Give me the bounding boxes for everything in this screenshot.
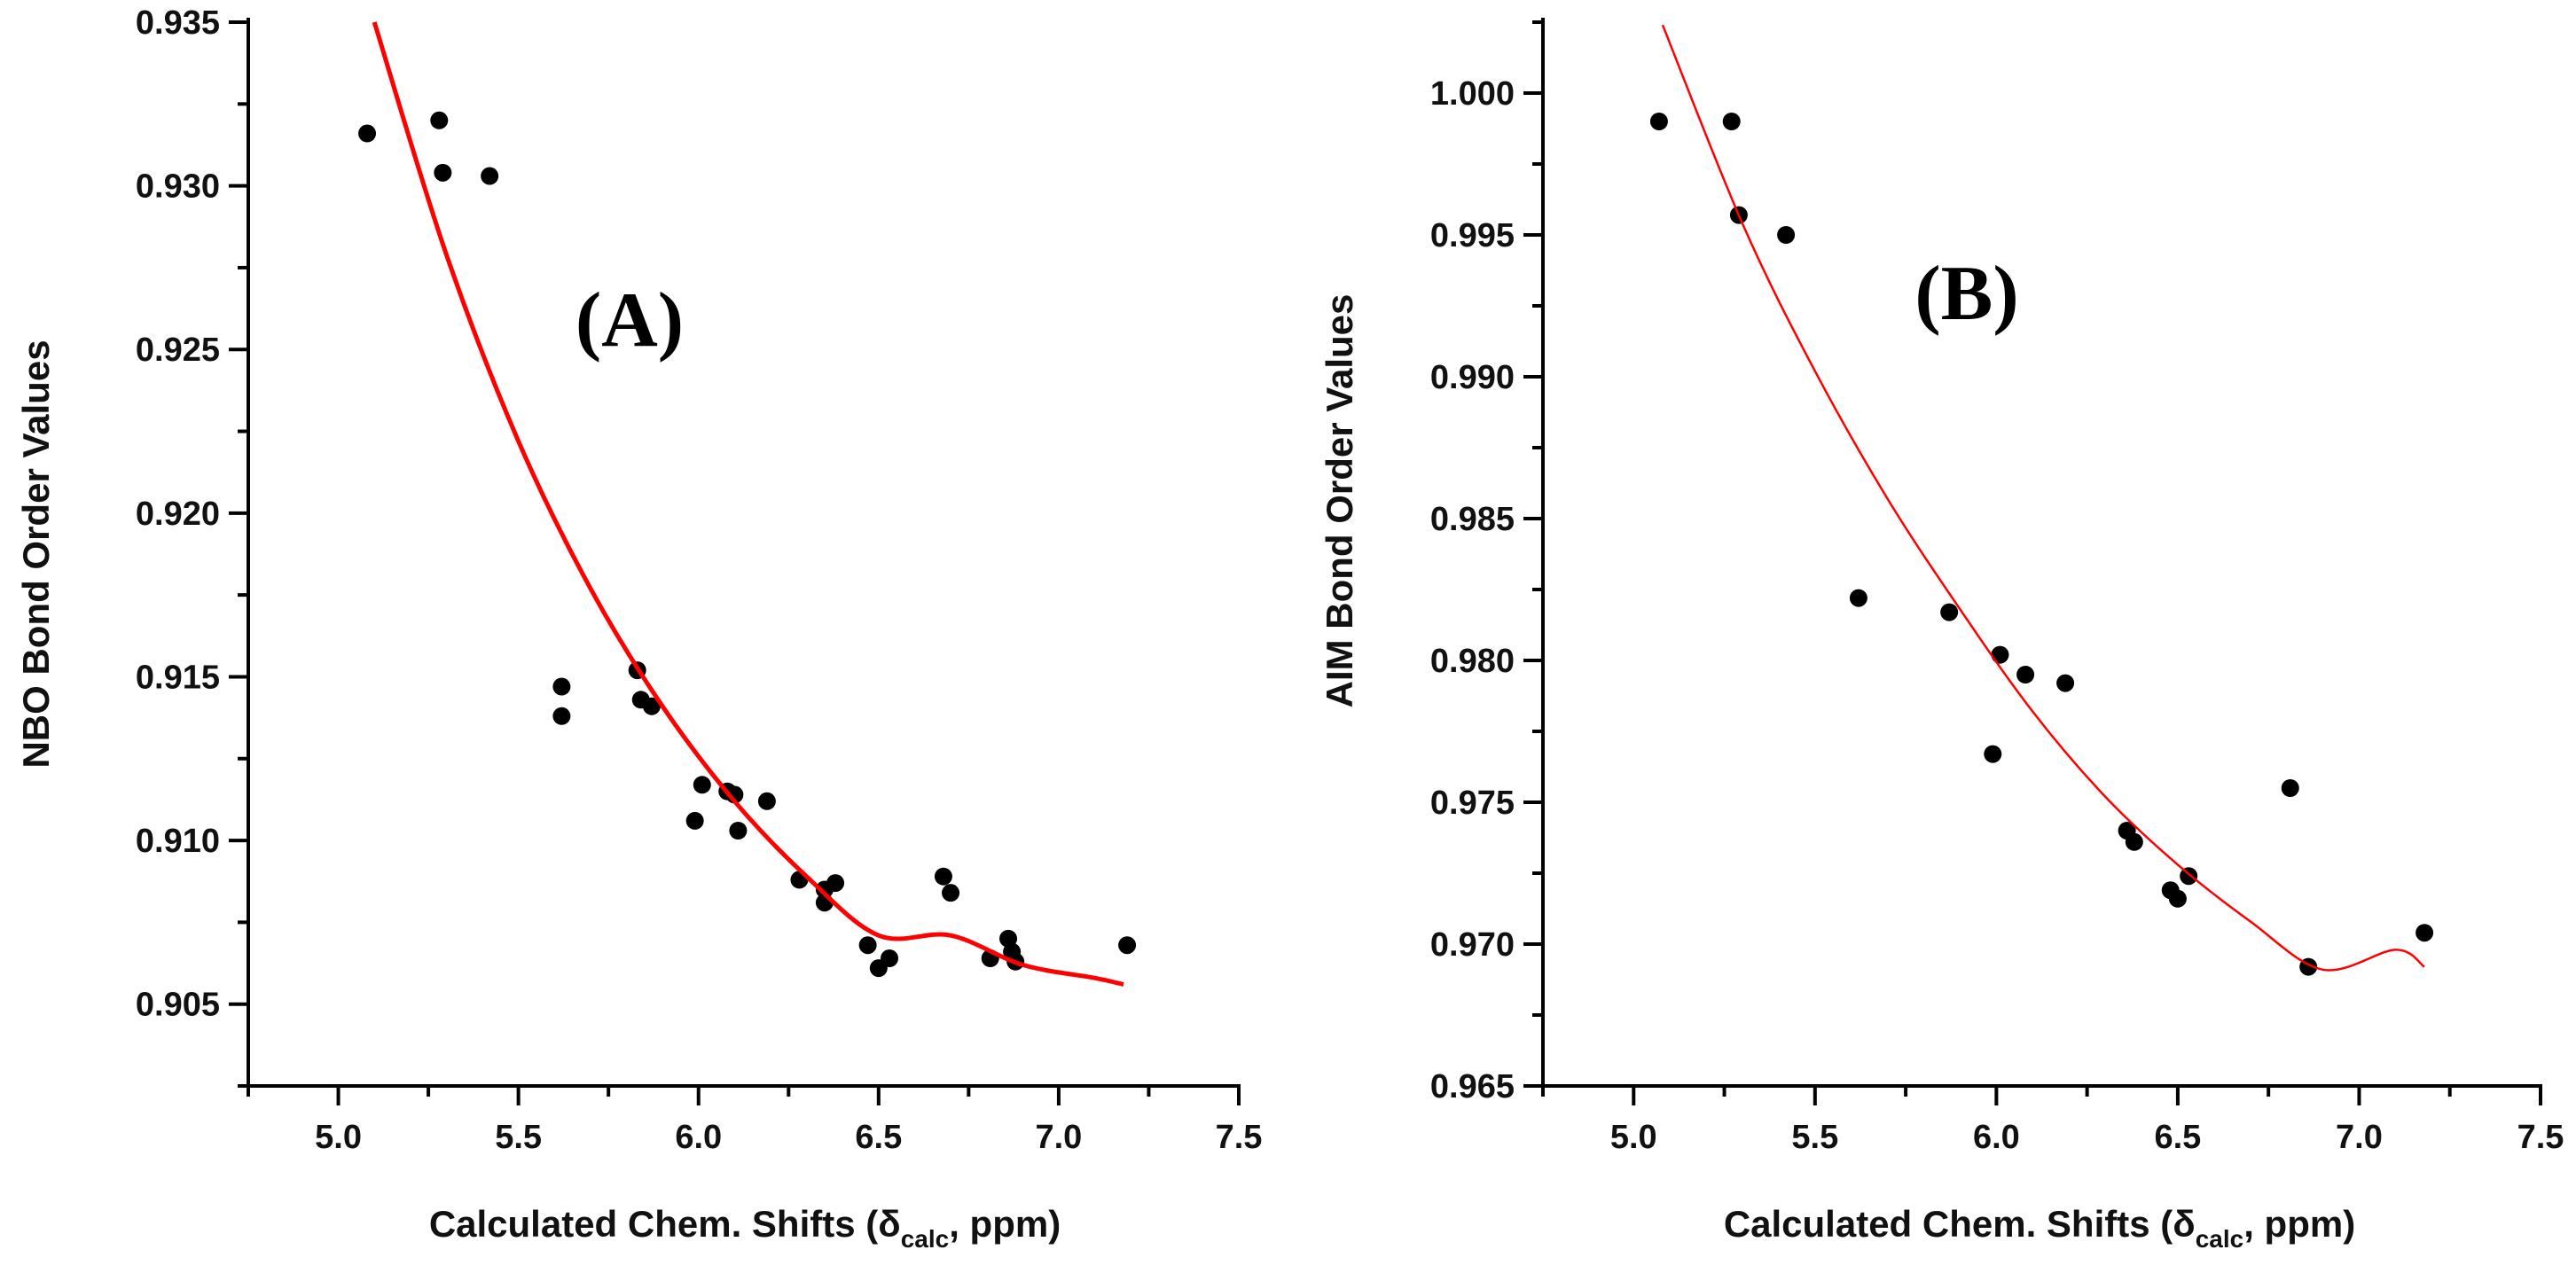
x-tick-label: 6.0 [675, 1119, 722, 1156]
data-point [2415, 924, 2434, 942]
panel-label-a: (A) [575, 277, 684, 363]
x-axis-title-a-main: Calculated Chem. Shifts (δ [429, 1203, 901, 1245]
x-tick-label: 6.0 [1973, 1119, 2020, 1156]
data-point [434, 163, 452, 182]
x-axis-title-a: Calculated Chem. Shifts (δcalc, ppm) [429, 1203, 1061, 1253]
data-point [693, 776, 711, 794]
data-points-a [358, 111, 1137, 978]
y-tick-label: 0.935 [136, 4, 220, 42]
y-tick-label: 0.910 [136, 823, 220, 860]
data-point [1722, 113, 1741, 130]
data-point [2168, 889, 2187, 908]
fit-curve-b [1661, 24, 2425, 972]
x-tick-label: 6.5 [855, 1119, 902, 1156]
panel-label-b: (B) [1914, 251, 2018, 337]
y-tick-label: 0.990 [1430, 359, 1515, 396]
data-point [1849, 589, 1867, 607]
x-tick-label: 5.0 [315, 1119, 362, 1156]
x-axis-ticks-a: 5.0 5.5 6.0 6.5 7.0 7.5 [247, 1086, 1263, 1156]
x-tick-label: 6.5 [2154, 1119, 2201, 1156]
x-tick-label: 7.0 [1035, 1119, 1082, 1156]
y-tick-label: 0.985 [1430, 501, 1515, 538]
data-point [2016, 666, 2035, 683]
data-point [430, 111, 449, 129]
y-tick-label: 0.930 [136, 168, 220, 206]
x-tick-label: 5.5 [495, 1119, 542, 1156]
x-axis-title-b-tail: , ppm) [2243, 1203, 2355, 1245]
y-tick-label: 0.925 [136, 332, 220, 369]
data-point [826, 874, 845, 893]
x-axis-title-b: Calculated Chem. Shifts (δcalc, ppm) [1724, 1203, 2355, 1253]
x-tick-label: 7.0 [2336, 1119, 2383, 1156]
y-axis-title-a: NBO Bond Order Values [15, 340, 57, 768]
data-point [2281, 779, 2299, 797]
data-point [1991, 645, 2009, 664]
y-tick-label: 0.980 [1430, 643, 1515, 680]
y-tick-label: 0.995 [1430, 217, 1515, 254]
data-point [1984, 745, 2002, 763]
data-point [1118, 936, 1137, 955]
y-tick-label: 0.975 [1430, 785, 1515, 822]
data-point [358, 124, 377, 143]
data-point [881, 949, 899, 967]
x-tick-label: 7.5 [1216, 1119, 1263, 1156]
plot-area-a [247, 18, 1241, 1088]
data-point [552, 677, 571, 696]
data-point [858, 936, 877, 955]
data-points-b [1649, 113, 2434, 976]
chart-panel-b: 0.965 0.970 0.975 0.980 0.985 0.990 0.995 1.000… [1319, 18, 2564, 1253]
data-point [942, 884, 960, 902]
y-axis-title-b: AIM Bond Order Values [1319, 294, 1360, 708]
x-axis-title-b-main: Calculated Chem. Shifts (δ [1724, 1203, 2196, 1245]
x-tick-label: 7.5 [2517, 1119, 2564, 1156]
data-point [552, 707, 571, 725]
data-point [934, 867, 952, 886]
data-point [481, 167, 499, 185]
x-axis-ticks-b: 5.0 5.5 6.0 6.5 7.0 7.5 [1541, 1086, 2564, 1156]
data-point [2056, 674, 2075, 692]
x-axis-title-a-subscript: calc [901, 1225, 950, 1253]
y-tick-label: 0.920 [136, 496, 220, 533]
y-tick-label: 0.970 [1430, 926, 1515, 964]
x-tick-label: 5.0 [1610, 1119, 1657, 1156]
y-tick-label: 0.915 [136, 659, 220, 696]
y-tick-label: 0.965 [1430, 1068, 1515, 1105]
data-point [685, 811, 704, 830]
plot-area-b [1541, 18, 2542, 1088]
data-point [757, 792, 776, 810]
y-axis-ticks-b: 0.965 0.970 0.975 0.980 0.985 0.990 0.995 1.000 [1430, 20, 1543, 1105]
y-axis-ticks-a: 0.905 0.910 0.915 0.920 0.925 0.930 0.935 [136, 4, 248, 1088]
data-point [2125, 832, 2143, 851]
y-tick-label: 0.905 [136, 987, 220, 1024]
y-tick-label: 1.000 [1430, 75, 1515, 113]
x-axis-title-b-subscript: calc [2196, 1225, 2244, 1253]
data-point [1940, 603, 1959, 621]
x-axis-title-a-tail: , ppm) [949, 1203, 1061, 1245]
data-point [1777, 226, 1796, 244]
data-point [642, 697, 661, 715]
fit-curve-a [372, 21, 1124, 987]
x-tick-label: 5.5 [1791, 1119, 1838, 1156]
data-point [729, 822, 748, 840]
data-point [1649, 113, 1668, 130]
